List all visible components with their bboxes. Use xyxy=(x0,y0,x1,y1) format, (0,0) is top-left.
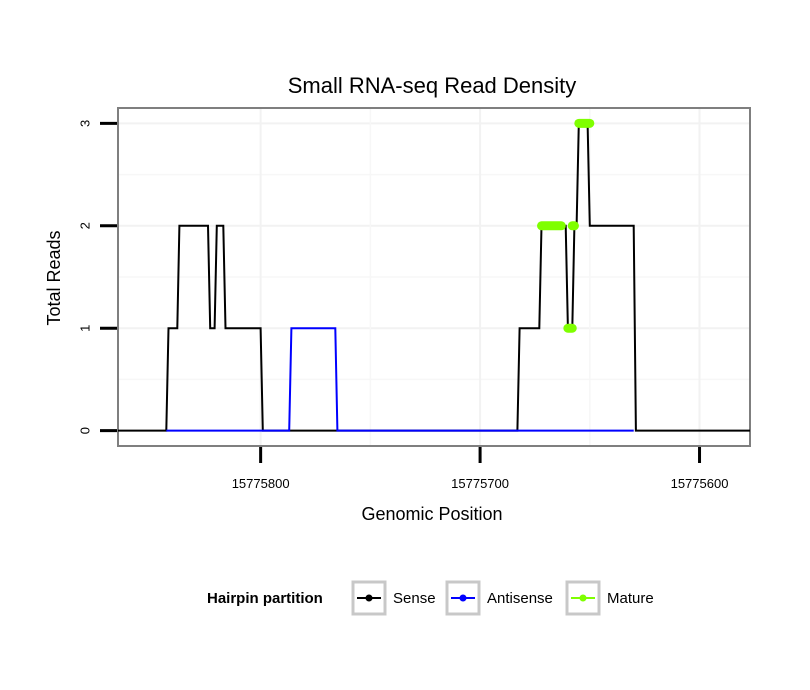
y-tick-label: 3 xyxy=(77,120,92,127)
x-tick-label: 15775600 xyxy=(671,476,729,491)
x-tick-label: 15775700 xyxy=(451,476,509,491)
legend-title: Hairpin partition xyxy=(207,590,323,607)
legend-label-mature: Mature xyxy=(607,590,654,607)
x-axis-title: Genomic Position xyxy=(361,504,502,524)
legend-label-antisense: Antisense xyxy=(487,590,553,607)
y-tick-label: 2 xyxy=(77,222,92,229)
legend-label-sense: Sense xyxy=(393,590,436,607)
legend-entries: Sense Antisense Mature xyxy=(351,580,654,616)
y-axis-title: Total Reads xyxy=(44,230,64,325)
y-tick-label: 1 xyxy=(77,325,92,332)
legend: Hairpin partition Sense Antisense Mature xyxy=(207,580,654,616)
legend-key-point-antisense xyxy=(459,594,467,602)
legend-key-point-sense xyxy=(365,594,373,602)
legend-key-point-mature xyxy=(579,594,587,602)
x-tick-label: 15775800 xyxy=(232,476,290,491)
series-line-antisense xyxy=(166,327,634,432)
series-layer xyxy=(118,118,750,432)
axis-ticks: 0 1 2 3 15775800 15775700 15775600 xyxy=(77,120,728,491)
y-tick-label: 0 xyxy=(77,427,92,434)
chart-title: Small RNA-seq Read Density xyxy=(288,73,577,98)
